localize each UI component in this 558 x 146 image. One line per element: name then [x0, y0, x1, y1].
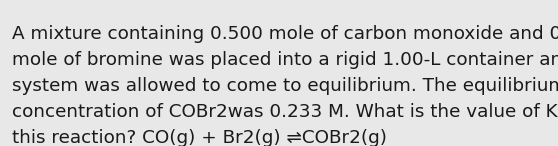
Text: concentration of COBr2was 0.233 M. What is the value of Kc for: concentration of COBr2was 0.233 M. What … — [12, 103, 558, 121]
Text: system was allowed to come to equilibrium. The equilibrium: system was allowed to come to equilibriu… — [12, 77, 558, 95]
Text: this reaction? CO(g) + Br2(g) ⇌COBr2(g): this reaction? CO(g) + Br2(g) ⇌COBr2(g) — [12, 129, 387, 146]
Text: mole of bromine was placed into a rigid 1.00-L container and the: mole of bromine was placed into a rigid … — [12, 51, 558, 69]
Text: A mixture containing 0.500 mole of carbon monoxide and 0.400: A mixture containing 0.500 mole of carbo… — [12, 25, 558, 43]
